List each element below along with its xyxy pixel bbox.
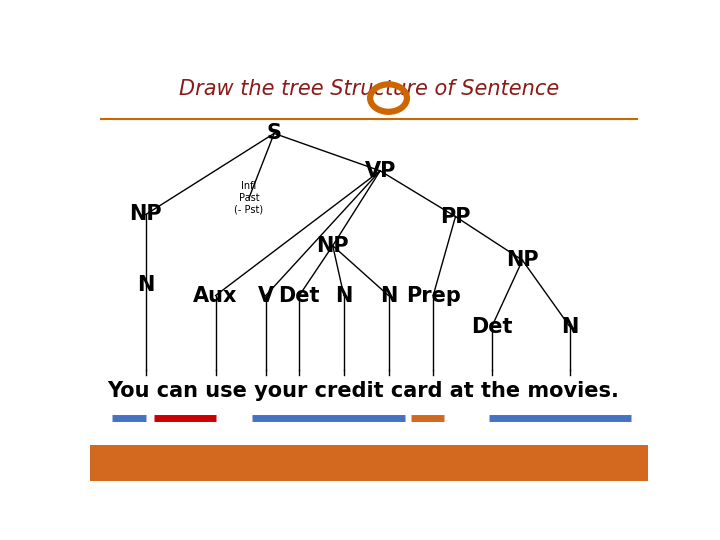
- Text: You can use your credit card at the movies.: You can use your credit card at the movi…: [107, 381, 619, 401]
- Text: NP: NP: [130, 205, 162, 225]
- Text: NP: NP: [506, 250, 539, 270]
- FancyBboxPatch shape: [90, 446, 648, 481]
- Text: N: N: [380, 286, 397, 306]
- Text: NP: NP: [316, 235, 349, 255]
- Text: Det: Det: [279, 286, 320, 306]
- Text: N: N: [561, 317, 579, 337]
- Text: V: V: [258, 286, 274, 306]
- Text: S: S: [266, 124, 282, 144]
- Text: N: N: [137, 275, 155, 295]
- Text: Aux: Aux: [193, 286, 238, 306]
- Text: N: N: [336, 286, 353, 306]
- Text: Det: Det: [471, 317, 513, 337]
- Text: Draw the tree Structure of Sentence: Draw the tree Structure of Sentence: [179, 79, 559, 99]
- Text: VP: VP: [364, 161, 396, 181]
- Text: Prep: Prep: [406, 286, 461, 306]
- Text: Infl
Past
(- Pst): Infl Past (- Pst): [235, 181, 264, 214]
- Text: PP: PP: [440, 207, 471, 227]
